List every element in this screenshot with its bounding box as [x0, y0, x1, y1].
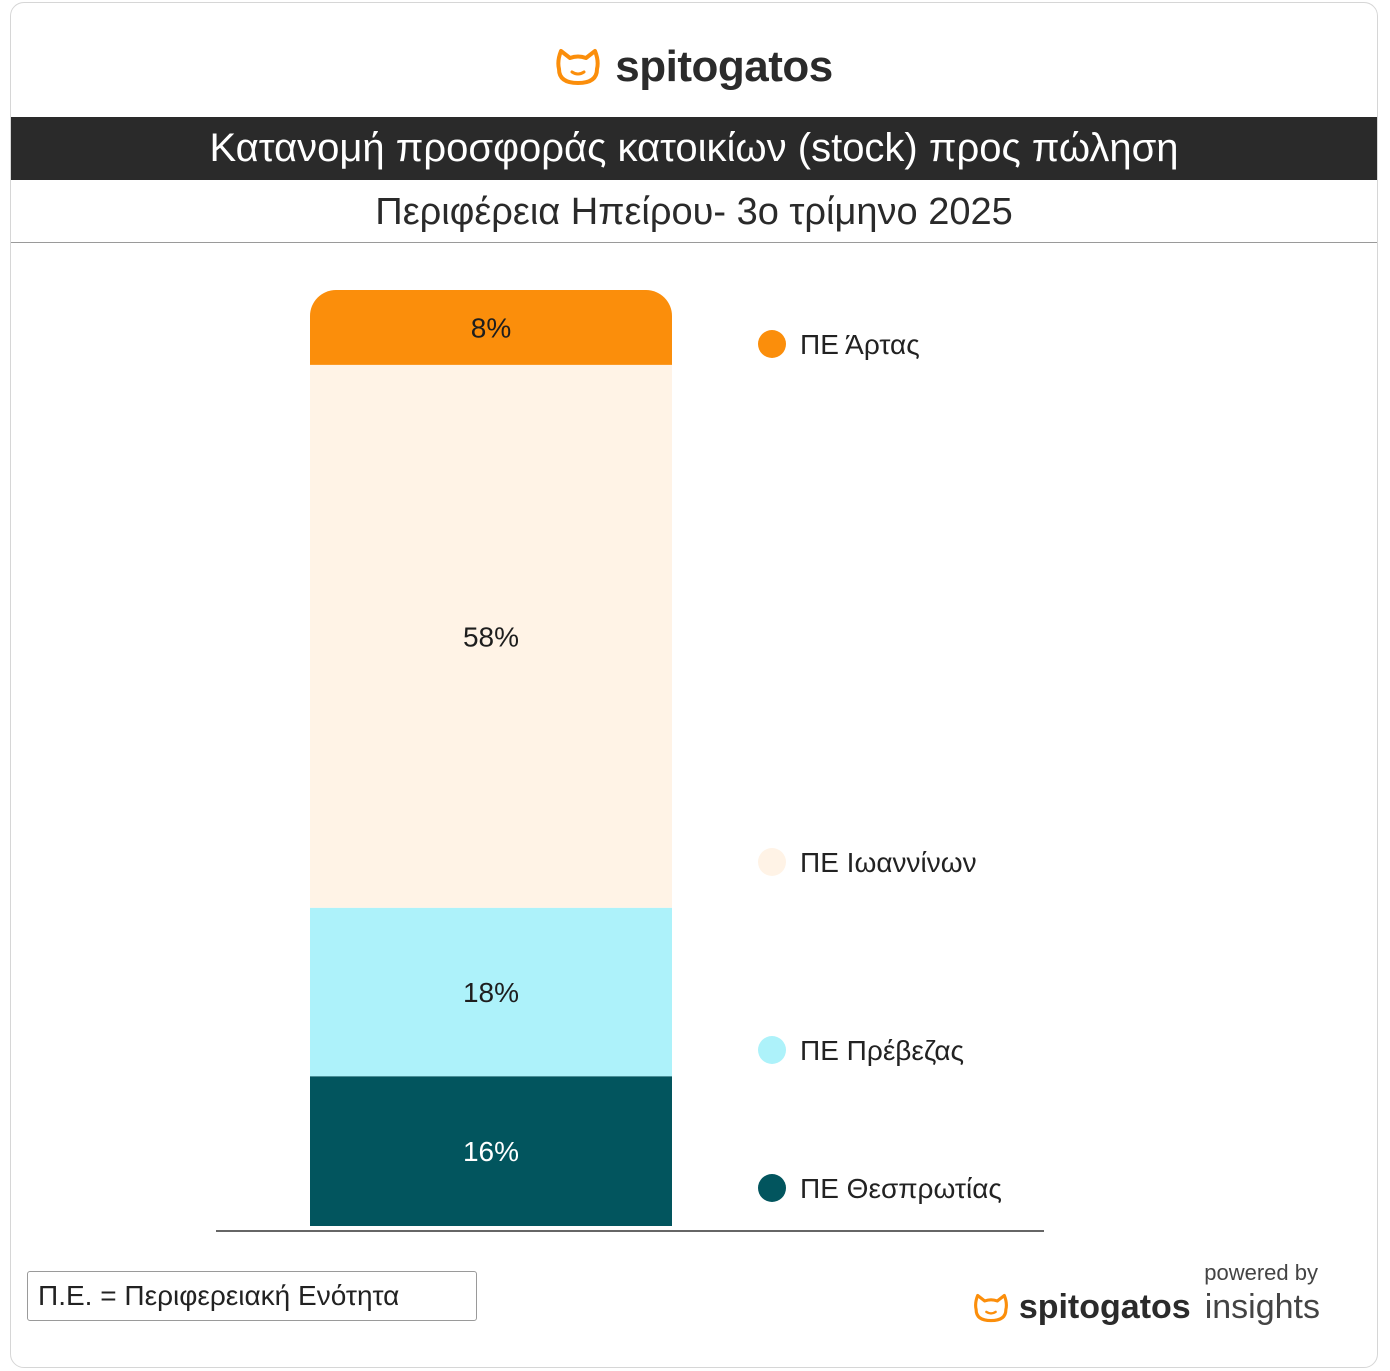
chart-subtitle: Περιφέρεια Ηπείρου- 3ο τρίμηνο 2025 — [11, 183, 1377, 243]
bar-stack — [310, 290, 672, 1226]
bar-segment — [310, 1076, 672, 1226]
footer-brand-name: spitogatos — [1018, 1288, 1191, 1326]
chart-title: Κατανομή προσφοράς κατοικίων (stock) προ… — [11, 117, 1377, 180]
cat-logo-small-icon — [973, 1293, 1008, 1322]
bar-value-label: 16% — [463, 1136, 519, 1167]
brand-name: spitogatos — [615, 42, 833, 91]
bar-value-label: 8% — [471, 312, 511, 343]
legend-swatch — [758, 1036, 786, 1064]
bar-segment — [310, 364, 672, 908]
legend-label: ΠΕ Πρέβεζας — [800, 1035, 964, 1066]
legend-label: ΠΕ Θεσπρωτίας — [800, 1173, 1002, 1204]
bar-value-label: 18% — [463, 977, 519, 1008]
legend-swatch — [758, 330, 786, 358]
chart-card: spitogatos Κατανομή προσφοράς κατοικίων … — [10, 2, 1378, 1368]
powered-by-text: powered by — [1204, 1260, 1318, 1285]
bar-segment — [310, 290, 672, 365]
bar-value-label: 58% — [463, 621, 519, 652]
legend-swatch — [758, 1174, 786, 1202]
legend-swatch — [758, 848, 786, 876]
cat-logo-icon — [556, 49, 600, 85]
brand-header: spitogatos — [11, 37, 1377, 97]
legend-label: ΠΕ Ιωαννίνων — [800, 847, 977, 878]
bar-segment — [310, 907, 672, 1077]
legend-label: ΠΕ Άρτας — [800, 329, 920, 360]
footer-brand-suffix: insights — [1204, 1288, 1320, 1326]
abbreviation-note: Π.Ε. = Περιφερειακή Ενότητα — [27, 1271, 477, 1321]
brand-footer: spitogatos insights — [973, 1288, 1320, 1327]
